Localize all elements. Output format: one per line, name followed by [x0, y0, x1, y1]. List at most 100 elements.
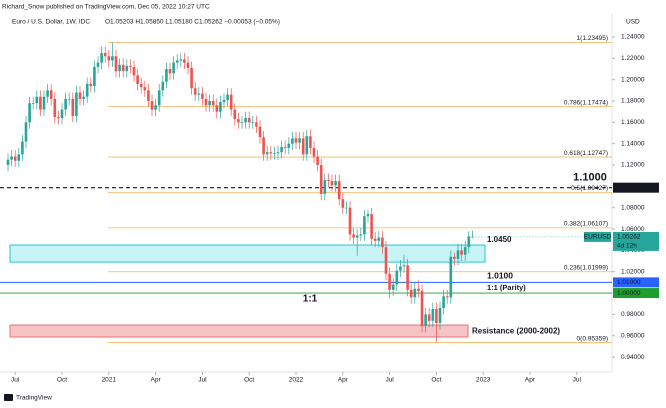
x-tick-label: Jul	[385, 377, 394, 384]
zone	[9, 324, 469, 338]
candle-body	[294, 138, 298, 143]
candle-body	[46, 90, 49, 97]
candle-body	[273, 153, 276, 154]
x-tick-label: Jul	[198, 377, 207, 384]
candle-body	[334, 181, 337, 186]
candle-body	[305, 136, 309, 155]
x-tick-label: Oct	[57, 377, 67, 384]
level-badge	[613, 182, 659, 193]
candle-body	[453, 256, 456, 259]
candle-body	[67, 98, 71, 100]
candle-body	[121, 64, 125, 72]
candle-body	[17, 154, 21, 161]
candle-body	[312, 147, 316, 157]
y-tick-label: 1.24000	[621, 34, 645, 41]
candle-body	[93, 66, 96, 87]
annotation: 1:1	[303, 294, 318, 305]
level-badge	[613, 288, 659, 299]
candle-body	[190, 67, 193, 89]
candle-body	[96, 62, 100, 67]
candle-body	[269, 152, 273, 154]
countdown-label: 4d 12h	[617, 243, 637, 250]
candle-body	[460, 250, 463, 255]
candle-body	[64, 98, 67, 110]
ohlc: O1.05203 H1.05850 L1.05180 C1.05262 −0.0…	[105, 19, 280, 26]
candle-body	[233, 109, 237, 120]
y-tick-label: 1.22000	[621, 55, 645, 62]
candle-body	[132, 66, 136, 76]
annotation: 1.0450	[487, 235, 512, 244]
candle-body	[21, 141, 24, 155]
y-tick-label: 1.16000	[621, 119, 645, 126]
candle-body	[147, 90, 150, 102]
annotation: 1.1000	[573, 171, 607, 183]
symbol-badge-label: EURUSD	[584, 234, 612, 241]
candle-body	[337, 181, 341, 200]
logo-icon	[4, 394, 13, 401]
y-tick-label: 1.02000	[621, 268, 645, 275]
candle-body	[287, 143, 291, 148]
annotation: Resistance (2000-2002)	[472, 327, 560, 336]
candle-body	[226, 94, 229, 100]
candle-body	[57, 117, 60, 119]
x-tick-label: 2022	[289, 377, 304, 384]
candle-body	[377, 237, 381, 241]
candle-body	[316, 156, 319, 166]
fib-label: 0.618(1.12747)	[564, 150, 608, 157]
candle-body	[327, 179, 330, 182]
candle-body	[186, 62, 190, 68]
candle-body	[463, 247, 467, 255]
candle-body	[420, 290, 424, 327]
candle-body	[111, 56, 114, 61]
candle-body	[39, 96, 42, 110]
price-badge-label: 1.05262	[617, 234, 641, 241]
footer: TradingView	[16, 395, 52, 402]
candle-body	[409, 289, 413, 298]
candle-body	[413, 288, 417, 298]
candle-body	[442, 296, 445, 308]
candle-body	[219, 102, 222, 112]
candle-body	[35, 96, 39, 104]
candle-body	[28, 103, 31, 123]
candle-body	[211, 101, 215, 106]
candle-body	[75, 92, 78, 116]
candle-body	[424, 314, 427, 327]
candle-body	[280, 146, 283, 153]
level-badge-label: 1.00000	[617, 290, 641, 297]
y-tick-label: 1.20000	[621, 76, 645, 83]
candle-body	[244, 118, 247, 123]
candle-body	[265, 152, 269, 155]
candle-body	[384, 247, 388, 274]
annotation: 1:1 (Parity)	[487, 283, 526, 292]
candle-body	[136, 75, 139, 84]
candle-body	[208, 101, 211, 106]
candle-body	[276, 152, 280, 154]
candle-body	[301, 138, 305, 155]
candle-body	[175, 60, 179, 63]
candle-body	[247, 118, 251, 123]
fib-label: 0.5(1.09427)	[571, 185, 608, 192]
candle-body	[309, 136, 312, 148]
candle-body	[157, 90, 161, 106]
candle-body	[118, 64, 121, 72]
footer-logo	[4, 394, 13, 401]
candle-body	[165, 68, 168, 82]
candle-body	[161, 81, 165, 91]
candle-body	[291, 138, 294, 144]
candle-body	[143, 87, 147, 91]
candle-body	[215, 105, 219, 112]
candle-body	[431, 309, 435, 321]
x-tick-label: Apr	[338, 377, 349, 384]
y-tick-label: 1.08000	[621, 204, 645, 211]
candle-body	[427, 314, 431, 321]
candle-body	[323, 179, 327, 194]
candle-body	[355, 235, 359, 238]
candle-body	[352, 234, 355, 238]
candle-body	[82, 96, 85, 99]
price-badge	[613, 231, 659, 251]
candle-body	[100, 52, 103, 63]
candle-body	[229, 94, 233, 110]
symbol-badge	[584, 231, 611, 242]
symbol: Euro / U.S. Dollar, 1W, IDC	[12, 19, 90, 26]
candle-body	[471, 236, 474, 238]
